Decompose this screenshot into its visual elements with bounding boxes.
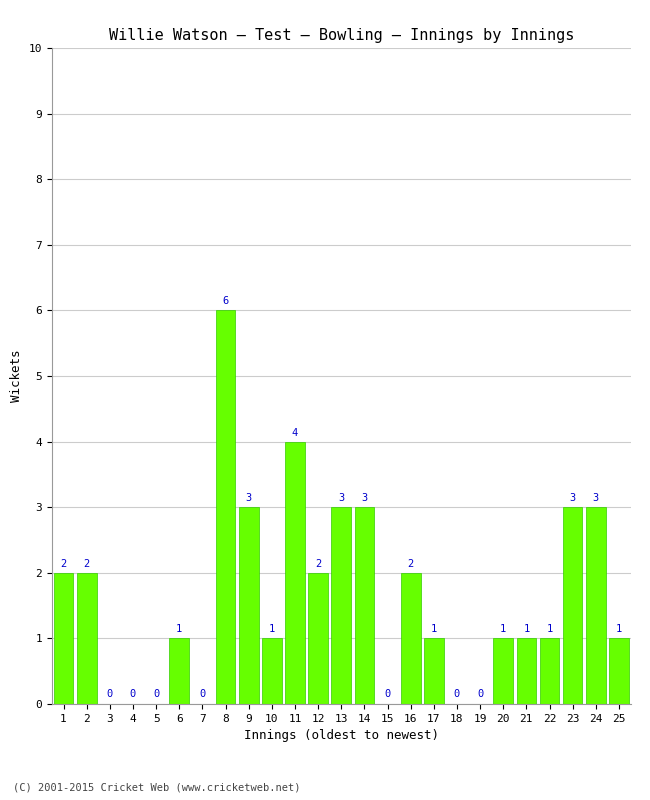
Bar (77, 573, 97, 704)
Bar (332, 507, 351, 704)
Text: 2: 2 (60, 559, 67, 569)
Text: 2: 2 (315, 559, 321, 569)
Text: 1: 1 (176, 625, 183, 634)
Text: 6: 6 (222, 297, 229, 306)
Text: 1: 1 (500, 625, 506, 634)
Text: 0: 0 (107, 689, 113, 698)
Bar (493, 638, 513, 704)
Y-axis label: Wickets: Wickets (10, 350, 23, 402)
Text: 3: 3 (593, 494, 599, 503)
Bar (540, 638, 560, 704)
Bar (308, 573, 328, 704)
Bar (262, 638, 281, 704)
Text: 0: 0 (130, 689, 136, 698)
Text: 0: 0 (153, 689, 159, 698)
Text: 3: 3 (569, 494, 576, 503)
Bar (424, 638, 444, 704)
Title: Willie Watson – Test – Bowling – Innings by Innings: Willie Watson – Test – Bowling – Innings… (109, 28, 574, 42)
Bar (609, 638, 629, 704)
X-axis label: Innings (oldest to newest): Innings (oldest to newest) (244, 730, 439, 742)
Text: 3: 3 (246, 494, 252, 503)
Text: 0: 0 (200, 689, 205, 698)
Bar (401, 573, 421, 704)
Bar (216, 310, 235, 704)
Text: 2: 2 (84, 559, 90, 569)
Bar (563, 507, 582, 704)
Bar (239, 507, 259, 704)
Text: 1: 1 (547, 625, 552, 634)
Text: 1: 1 (523, 625, 530, 634)
Bar (354, 507, 374, 704)
Text: 0: 0 (454, 689, 460, 698)
Text: 0: 0 (384, 689, 391, 698)
Bar (170, 638, 189, 704)
Text: 1: 1 (431, 625, 437, 634)
Text: 1: 1 (616, 625, 622, 634)
Text: 3: 3 (361, 494, 367, 503)
Bar (285, 442, 305, 704)
Text: 1: 1 (268, 625, 275, 634)
Bar (586, 507, 606, 704)
Text: 3: 3 (338, 494, 344, 503)
Text: 2: 2 (408, 559, 414, 569)
Bar (54, 573, 73, 704)
Bar (517, 638, 536, 704)
Text: (C) 2001-2015 Cricket Web (www.cricketweb.net): (C) 2001-2015 Cricket Web (www.cricketwe… (13, 782, 300, 792)
Text: 4: 4 (292, 428, 298, 438)
Text: 0: 0 (477, 689, 483, 698)
